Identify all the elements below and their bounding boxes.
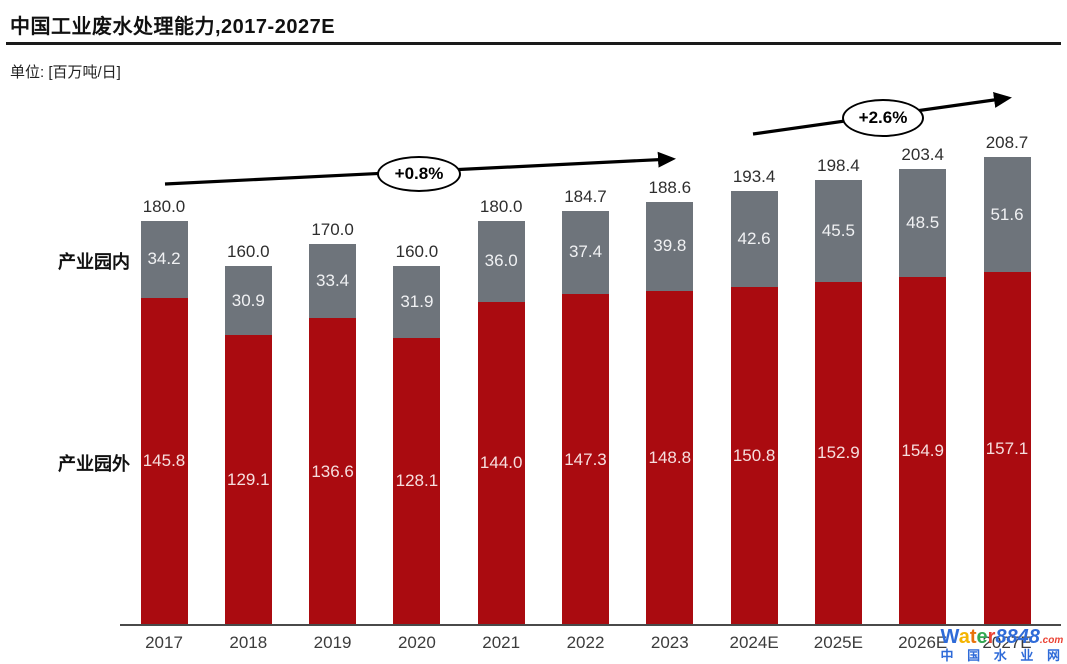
- bar-segment-outside-park: 150.8: [730, 286, 778, 625]
- bar-segment-outside-park: 136.6: [309, 318, 357, 625]
- outside-park-value-label: 154.9: [901, 441, 944, 461]
- x-axis-label: 2024E: [729, 633, 779, 652]
- outside-park-value-label: 150.8: [732, 445, 776, 465]
- bar-segment-outside-park: 147.3: [562, 294, 609, 625]
- bar-total-label: 188.6: [648, 177, 692, 197]
- bar-total-label: 184.7: [564, 186, 607, 206]
- inside-park-value-label: 31.9: [400, 291, 434, 311]
- outside-park-value-label: 128.1: [395, 471, 439, 491]
- inside-park-value-label: 33.4: [316, 270, 350, 290]
- bar-total-label: 160.0: [395, 241, 439, 261]
- x-axis-label: 2022: [566, 633, 605, 652]
- bar-segment-inside-park: 36.0: [477, 221, 525, 302]
- bar-segment-inside-park: 39.8: [646, 201, 694, 292]
- cagr-badge-1: +0.8%: [377, 156, 461, 192]
- inside-park-value-label: 37.4: [568, 242, 603, 262]
- bar-segment-outside-park: 154.9: [899, 277, 947, 625]
- bar-segment-inside-park: 30.9: [224, 265, 272, 336]
- bar-total-label: 160.0: [227, 241, 270, 261]
- outside-park-value-label: 157.1: [985, 438, 1029, 458]
- bar-segment-outside-park: 129.1: [224, 335, 272, 625]
- watermark-brand-part: .com: [1039, 635, 1064, 646]
- outside-park-value-label: 136.6: [311, 461, 354, 481]
- x-axis-label: 2018: [229, 633, 268, 652]
- watermark-brand-part: t: [969, 626, 977, 648]
- watermark-brand-part: W: [940, 626, 959, 648]
- bar-segment-inside-park: 37.4: [562, 210, 609, 295]
- bar-segment-outside-park: 152.9: [814, 281, 862, 625]
- bar-segment-inside-park: 33.4: [309, 243, 357, 319]
- outside-park-value-label: 152.9: [817, 443, 860, 463]
- x-axis-label: 2023: [650, 633, 689, 652]
- outside-park-value-label: 145.8: [142, 451, 186, 471]
- x-axis-label: 2025E: [813, 633, 863, 652]
- watermark-brand-part: 8848: [995, 626, 1040, 648]
- bar-segment-outside-park: 157.1: [983, 272, 1031, 625]
- x-axis-label: 2017: [145, 633, 183, 652]
- watermark-brand: Water8848.com: [941, 627, 1065, 647]
- bar-segment-inside-park: 45.5: [814, 179, 862, 282]
- x-axis-label: 2027E: [982, 633, 1032, 652]
- bar-total-label: 198.4: [817, 155, 860, 175]
- watermark-brand-part: e: [976, 626, 988, 648]
- bar-segment-inside-park: 34.2: [140, 221, 188, 298]
- inside-park-value-label: 51.6: [990, 204, 1024, 224]
- outside-park-value-label: 147.3: [564, 449, 607, 469]
- bar-segment-inside-park: 31.9: [393, 265, 441, 338]
- x-axis-line: [120, 624, 1061, 626]
- page-title: 中国工业废水处理能力,2017-2027E: [10, 16, 336, 38]
- bar-segment-inside-park: 48.5: [899, 168, 947, 278]
- series-label-outside-park: 产业园外: [58, 454, 130, 474]
- outside-park-value-label: 148.8: [648, 448, 692, 468]
- cagr-badge-2: +2.6%: [842, 99, 924, 137]
- bar-total-label: 203.4: [901, 144, 944, 164]
- x-axis-label: 2020: [397, 633, 436, 652]
- x-axis-label: 2026E: [898, 633, 948, 652]
- series-label-inside-park: 产业园内: [58, 252, 130, 272]
- inside-park-value-label: 34.2: [147, 249, 181, 269]
- title-divider: [6, 42, 1061, 45]
- watermark-brand-part: r: [987, 626, 996, 648]
- watermark: Water8848.com 中 国 水 业 网: [941, 627, 1065, 662]
- x-axis-label: 2019: [313, 633, 352, 652]
- bar-total-label: 180.0: [142, 197, 186, 217]
- bar-segment-inside-park: 42.6: [730, 191, 778, 287]
- bar-total-label: 180.0: [479, 197, 523, 217]
- bar-total-label: 208.7: [985, 132, 1029, 152]
- inside-park-value-label: 48.5: [906, 212, 940, 232]
- inside-park-value-label: 42.6: [737, 228, 771, 248]
- outside-park-value-label: 144.0: [479, 453, 523, 473]
- bar-segment-outside-park: 145.8: [140, 297, 188, 625]
- unit-label: 单位: [百万吨/日]: [10, 64, 121, 81]
- inside-park-value-label: 45.5: [821, 220, 855, 240]
- inside-park-value-label: 36.0: [484, 251, 518, 271]
- bar-segment-outside-park: 148.8: [646, 291, 694, 625]
- x-axis-label: 2021: [482, 633, 521, 652]
- inside-park-value-label: 39.8: [653, 236, 687, 256]
- watermark-brand-part: a: [958, 626, 970, 648]
- inside-park-value-label: 30.9: [231, 290, 265, 310]
- watermark-tagline: 中 国 水 业 网: [940, 648, 1065, 663]
- bar-segment-outside-park: 144.0: [477, 301, 525, 625]
- bar-total-label: 193.4: [732, 167, 776, 186]
- bar-segment-inside-park: 51.6: [983, 156, 1031, 273]
- bar-segment-outside-park: 128.1: [393, 337, 441, 625]
- outside-park-value-label: 129.1: [227, 470, 270, 490]
- bar-total-label: 170.0: [311, 219, 354, 239]
